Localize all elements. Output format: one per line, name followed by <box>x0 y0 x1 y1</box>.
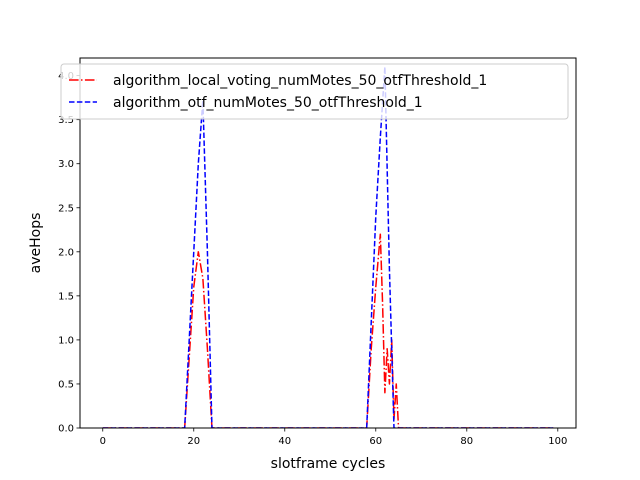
y-tick-label: 2.5 <box>58 203 74 214</box>
y-axis: 0.00.51.01.52.02.53.03.54.0 <box>58 71 80 435</box>
y-tick-label: 2.0 <box>58 247 74 258</box>
series-line-0 <box>102 233 554 428</box>
x-tick-label: 100 <box>548 436 567 447</box>
x-tick-label: 60 <box>369 436 382 447</box>
plot-lines <box>102 66 554 428</box>
y-tick-label: 0.5 <box>58 379 74 390</box>
plot-frame <box>79 57 577 429</box>
y-tick-label: 1.5 <box>58 291 74 302</box>
x-axis-label: slotframe cycles <box>271 456 386 472</box>
legend-box <box>60 63 569 120</box>
legend-label-local-voting: algorithm_local_voting_numMotes_50_otfTh… <box>113 73 487 89</box>
y-tick-label: 3.5 <box>58 115 74 126</box>
y-tick-label: 1.0 <box>58 335 74 346</box>
x-tick-label: 40 <box>278 436 291 447</box>
series-line-1 <box>102 66 554 428</box>
x-tick-label: 80 <box>460 436 473 447</box>
y-tick-label: 3.0 <box>58 159 74 170</box>
y-tick-label: 0.0 <box>58 424 74 435</box>
legend-label-otf: algorithm_otf_numMotes_50_otfThreshold_1 <box>113 95 423 111</box>
x-tick-label: 20 <box>187 436 200 447</box>
y-axis-label: aveHops <box>28 213 44 274</box>
legend: algorithm_local_voting_numMotes_50_otfTh… <box>60 63 569 120</box>
x-axis: 0 20 40 60 80 100 <box>100 428 567 447</box>
x-tick-label: 0 <box>100 436 106 447</box>
